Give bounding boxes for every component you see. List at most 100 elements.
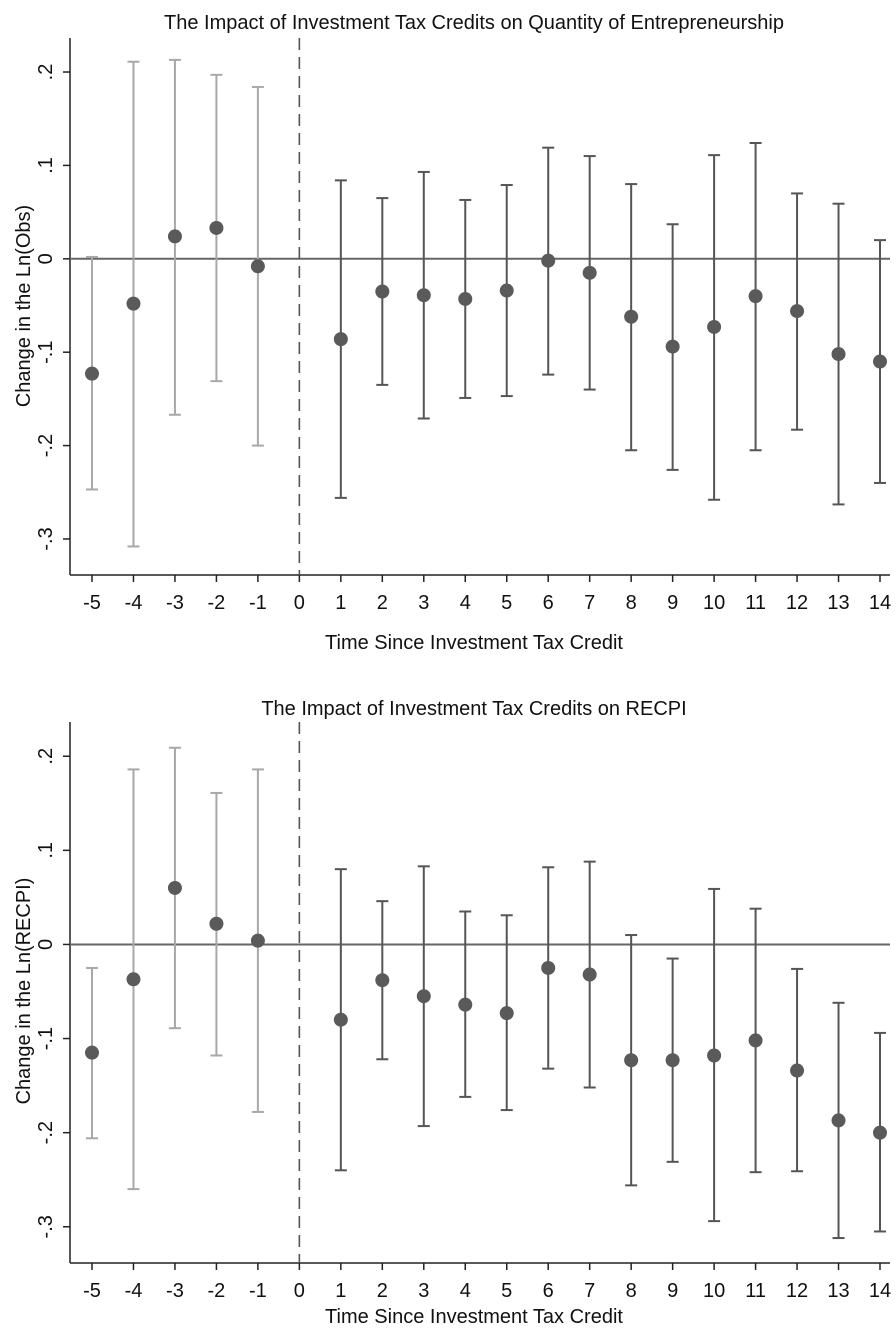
data-point — [375, 284, 390, 299]
data-point — [209, 916, 224, 931]
data-point — [665, 339, 680, 354]
y-tick-label: .2 — [35, 748, 57, 765]
chart-title: The Impact of Investment Tax Credits on … — [261, 698, 686, 720]
data-point — [333, 332, 348, 347]
data-point — [541, 960, 556, 975]
data-point — [873, 1125, 887, 1140]
data-point — [790, 1063, 805, 1078]
x-tick-label: 0 — [294, 1280, 305, 1302]
y-tick-label: 0 — [35, 253, 57, 264]
x-tick-label: 2 — [377, 592, 388, 614]
y-tick-label: .1 — [35, 157, 57, 174]
x-tick-label: -3 — [166, 592, 184, 614]
data-point — [209, 220, 224, 235]
x-tick-label: 14 — [869, 592, 891, 614]
data-point — [707, 1048, 722, 1063]
data-point — [126, 296, 141, 311]
x-tick-label: -2 — [208, 1280, 226, 1302]
x-tick-label: 13 — [827, 592, 849, 614]
y-tick-label: -.1 — [35, 1027, 57, 1050]
x-tick-label: 10 — [703, 1280, 725, 1302]
x-tick-label: 5 — [501, 592, 512, 614]
data-point — [831, 1113, 846, 1128]
x-tick-label: 11 — [745, 1280, 766, 1302]
data-point — [582, 967, 597, 982]
data-point — [250, 933, 265, 948]
x-tick-label: -5 — [83, 1280, 101, 1302]
y-tick-label: 0 — [35, 939, 57, 950]
x-tick-label: -2 — [208, 592, 226, 614]
x-tick-label: 14 — [869, 1280, 891, 1302]
x-tick-label: 0 — [294, 592, 305, 614]
y-tick-label: .2 — [35, 64, 57, 81]
y-tick-label: -.1 — [35, 341, 57, 364]
y-tick-label: -.3 — [35, 1215, 57, 1238]
data-point — [416, 989, 431, 1004]
chart-panel-bottom: The Impact of Investment Tax Credits on … — [0, 666, 896, 1332]
data-point — [624, 1053, 639, 1068]
y-axis-label: Change in the Ln(Obs) — [13, 205, 35, 407]
x-tick-label: -4 — [125, 1280, 143, 1302]
x-tick-label: 1 — [335, 1280, 346, 1302]
x-axis-label: Time Since Investment Tax Credit — [325, 632, 623, 654]
data-point — [624, 309, 639, 324]
y-tick-label: -.3 — [35, 527, 57, 550]
plot-area: .2.10-.1-.2-.3-5 -4 -3 -2 -1 0 1 2 3 4 5 6 7 8 9 10 11 12… — [35, 722, 891, 1302]
x-tick-label: 10 — [703, 592, 725, 614]
x-tick-label: 7 — [584, 1280, 595, 1302]
data-point — [665, 1053, 680, 1068]
chart-bottom-svg: The Impact of Investment Tax Credits on … — [13, 698, 891, 1328]
x-tick-label: 9 — [667, 592, 678, 614]
x-tick-label: 5 — [501, 1280, 512, 1302]
x-tick-label: 12 — [786, 592, 808, 614]
x-tick-label: 3 — [418, 1280, 429, 1302]
data-point — [333, 1012, 348, 1027]
x-tick-label: 7 — [584, 592, 595, 614]
x-tick-label: 8 — [626, 1280, 637, 1302]
x-tick-label: -4 — [125, 592, 143, 614]
x-tick-label: -1 — [249, 1280, 267, 1302]
data-point — [499, 1006, 514, 1021]
data-point — [167, 880, 182, 895]
y-tick-label: -.2 — [35, 1121, 57, 1144]
data-point — [499, 283, 514, 298]
data-point — [748, 289, 763, 304]
data-point — [458, 291, 473, 306]
x-tick-label: 2 — [377, 1280, 388, 1302]
chart-top-svg: The Impact of Investment Tax Credits on … — [13, 12, 891, 654]
x-tick-label: 6 — [543, 1280, 554, 1302]
y-axis-label: Change in the Ln(RECPI) — [13, 878, 35, 1105]
data-point — [416, 288, 431, 303]
data-point — [167, 229, 182, 244]
x-tick-label: 1 — [335, 592, 346, 614]
data-point — [541, 253, 556, 268]
data-point — [85, 366, 99, 381]
data-point — [790, 304, 805, 319]
data-point — [375, 973, 390, 988]
data-point — [458, 997, 473, 1012]
x-tick-label: 4 — [460, 1280, 471, 1302]
data-point — [873, 354, 887, 369]
x-tick-label: -5 — [83, 592, 101, 614]
x-tick-label: 13 — [827, 1280, 849, 1302]
x-tick-label: 11 — [745, 592, 766, 614]
data-point — [126, 972, 141, 987]
chart-panel-top: The Impact of Investment Tax Credits on … — [13, 12, 891, 654]
data-point — [748, 1033, 763, 1048]
x-tick-label: 3 — [418, 592, 429, 614]
x-tick-label: 4 — [460, 592, 471, 614]
data-point — [85, 1045, 99, 1060]
data-point — [250, 259, 265, 274]
x-tick-label: 12 — [786, 1280, 808, 1302]
x-tick-label: -1 — [249, 592, 267, 614]
y-tick-label: -.2 — [35, 434, 57, 457]
y-tick-label: .1 — [35, 842, 57, 859]
plot-area: .2.10-.1-.2-.3-5 -4 -3 -2 -1 0 1 2 3 4 5 6 7 8 9 10 11 12… — [35, 38, 891, 614]
x-axis-label: Time Since Investment Tax Credit — [325, 1306, 623, 1328]
chart-title: The Impact of Investment Tax Credits on … — [164, 12, 784, 34]
data-point — [582, 265, 597, 280]
x-tick-label: -3 — [166, 1280, 184, 1302]
data-point — [831, 347, 846, 362]
x-tick-label: 8 — [626, 592, 637, 614]
x-tick-label: 6 — [543, 592, 554, 614]
